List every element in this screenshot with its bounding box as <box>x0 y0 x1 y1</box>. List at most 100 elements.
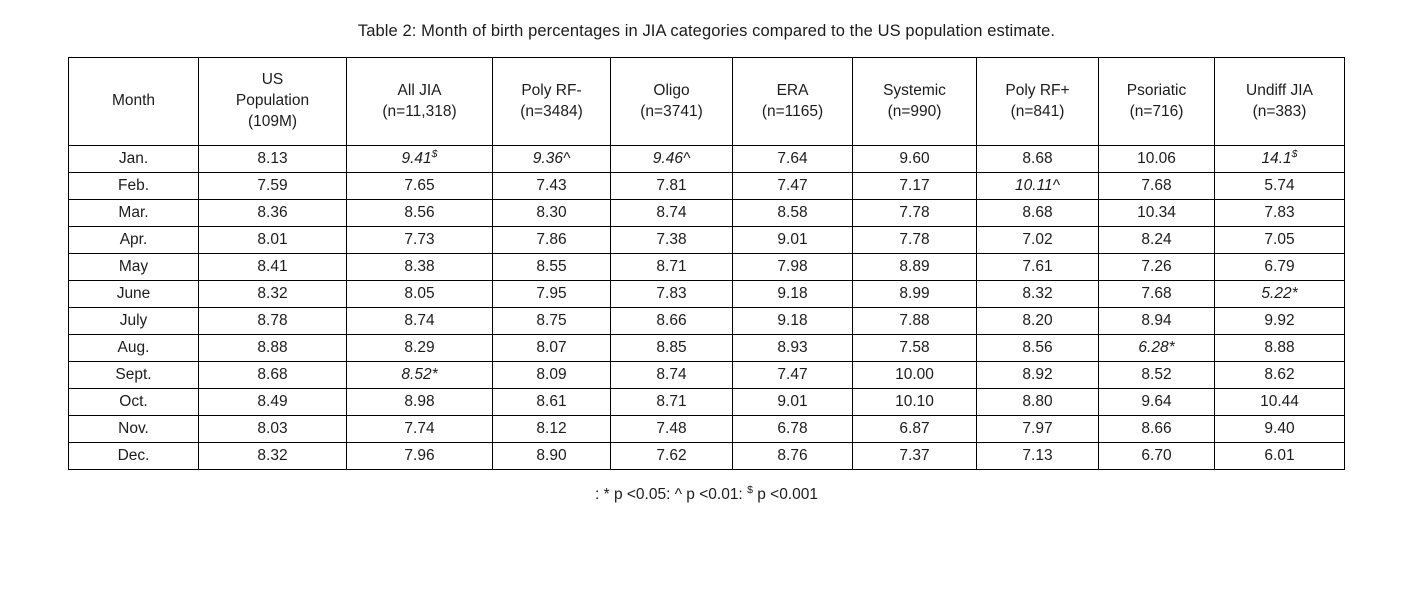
table-row: Jan. 8.13 9.41$ 9.36^ 9.46^ 7.64 9.60 8.68 10.06… <box>68 145 1345 173</box>
value-cell: 8.32 <box>976 280 1099 308</box>
month-cell: Feb. <box>68 172 199 200</box>
value-cell: 7.65 <box>346 172 493 200</box>
value-cell: 7.43 <box>492 172 611 200</box>
value-cell: 8.80 <box>976 388 1099 416</box>
value-cell: 8.93 <box>732 334 853 362</box>
value-cell: 8.03 <box>198 415 347 443</box>
significance-marker: $ <box>431 147 438 160</box>
month-cell: July <box>68 307 199 335</box>
value-cell: 7.61 <box>976 253 1099 281</box>
table-row: Mar. 8.36 8.56 8.30 8.74 8.58 7.78 8.68 10.34 7.8… <box>68 199 1345 227</box>
value-cell: 8.58 <box>732 199 853 227</box>
value-cell: 7.62 <box>610 442 733 470</box>
value-cell: 8.52 <box>1098 361 1215 389</box>
value-cell: 8.92 <box>976 361 1099 389</box>
value-cell: 10.10 <box>852 388 977 416</box>
month-cell: Aug. <box>68 334 199 362</box>
value-cell: 7.83 <box>610 280 733 308</box>
value-cell: 7.73 <box>346 226 493 254</box>
value-cell: 8.74 <box>346 307 493 335</box>
table-row: Feb. 7.59 7.65 7.43 7.81 7.47 7.17 10.11^ 7.68 5.… <box>68 172 1345 200</box>
value-cell: 7.38 <box>610 226 733 254</box>
value-cell: 7.83 <box>1214 199 1345 227</box>
value-cell: 7.26 <box>1098 253 1215 281</box>
value-cell: 7.88 <box>852 307 977 335</box>
significance-footnote: : * p <0.05: ^ p <0.01: $ p <0.001 <box>24 483 1389 504</box>
value-cell: 7.78 <box>852 226 977 254</box>
value-cell: 6.78 <box>732 415 853 443</box>
value-cell: 6.79 <box>1214 253 1345 281</box>
value-cell: 8.09 <box>492 361 611 389</box>
column-header-psoriatic: Psoriatic (n=716) <box>1098 57 1215 146</box>
value-cell: 8.56 <box>346 199 493 227</box>
value-cell: 9.41$ <box>346 145 493 173</box>
value-cell: 10.06 <box>1098 145 1215 173</box>
value-cell: 8.41 <box>198 253 347 281</box>
value-cell: 8.85 <box>610 334 733 362</box>
value-cell: 9.40 <box>1214 415 1345 443</box>
value-cell: 8.24 <box>1098 226 1215 254</box>
month-cell: Dec. <box>68 442 199 470</box>
value-cell: 7.58 <box>852 334 977 362</box>
month-cell: Oct. <box>68 388 199 416</box>
table-row: Aug. 8.88 8.29 8.07 8.85 8.93 7.58 8.56 6.28* 8.8… <box>68 334 1345 362</box>
column-header-us-population: US Population (109M) <box>198 57 347 146</box>
column-header-era: ERA (n=1165) <box>732 57 853 146</box>
column-header-all-jia: All JIA (n=11,318) <box>346 57 493 146</box>
value-cell: 8.12 <box>492 415 611 443</box>
value-cell: 8.71 <box>610 253 733 281</box>
value-cell: 8.90 <box>492 442 611 470</box>
month-cell: Mar. <box>68 199 199 227</box>
value-cell: 8.89 <box>852 253 977 281</box>
value-cell: 7.47 <box>732 361 853 389</box>
footnote-text-lead: : * p <0.05: ^ p <0.01: <box>595 486 748 503</box>
value-cell: 8.75 <box>492 307 611 335</box>
column-header-oligo: Oligo (n=3741) <box>610 57 733 146</box>
value-cell: 9.01 <box>732 388 853 416</box>
value-cell: 8.74 <box>610 361 733 389</box>
table-row: Sept. 8.68 8.52* 8.09 8.74 7.47 10.00 8.92 8.52 8… <box>68 361 1345 389</box>
column-header-poly-rf-neg: Poly RF- (n=3484) <box>492 57 611 146</box>
value-cell: 7.81 <box>610 172 733 200</box>
footnote-dollar-marker: $ <box>747 483 753 496</box>
table-row: May 8.41 8.38 8.55 8.71 7.98 8.89 7.61 7.26 6.79 <box>68 253 1345 281</box>
value-cell: 8.61 <box>492 388 611 416</box>
value-cell: 8.68 <box>976 145 1099 173</box>
value-cell: 8.29 <box>346 334 493 362</box>
value-cell: 7.37 <box>852 442 977 470</box>
value-cell: 10.00 <box>852 361 977 389</box>
value-cell: 8.32 <box>198 280 347 308</box>
month-cell: Nov. <box>68 415 199 443</box>
table-row: Oct. 8.49 8.98 8.61 8.71 9.01 10.10 8.80 9.64 10.… <box>68 388 1345 416</box>
value-cell: 8.01 <box>198 226 347 254</box>
value-cell: 7.48 <box>610 415 733 443</box>
header-row: Month US Population (109M) All JIA (n=11,318)… <box>68 57 1345 146</box>
value-cell: 9.01 <box>732 226 853 254</box>
value-cell: 8.68 <box>198 361 347 389</box>
value-cell: 8.30 <box>492 199 611 227</box>
value-cell: 7.78 <box>852 199 977 227</box>
value-cell: 7.98 <box>732 253 853 281</box>
significance-marker: $ <box>1291 147 1298 160</box>
value-cell: 7.97 <box>976 415 1099 443</box>
value-cell: 8.55 <box>492 253 611 281</box>
value-cell: 6.87 <box>852 415 977 443</box>
table-row: July 8.78 8.74 8.75 8.66 9.18 7.88 8.20 8.94 9.92 <box>68 307 1345 335</box>
value-cell: 8.68 <box>976 199 1099 227</box>
value-cell: 8.07 <box>492 334 611 362</box>
column-header-month: Month <box>68 57 199 146</box>
value-cell: 9.18 <box>732 280 853 308</box>
table-row: Nov. 8.03 7.74 8.12 7.48 6.78 6.87 7.97 8.66 9.40 <box>68 415 1345 443</box>
value-cell: 8.98 <box>346 388 493 416</box>
value-cell: 8.78 <box>198 307 347 335</box>
table-header: Month US Population (109M) All JIA (n=11,318)… <box>68 57 1345 146</box>
value-cell: 8.66 <box>1098 415 1215 443</box>
value-cell: 8.76 <box>732 442 853 470</box>
value-cell: 8.13 <box>198 145 347 173</box>
value-cell: 8.36 <box>198 199 347 227</box>
value-cell: 7.17 <box>852 172 977 200</box>
value-cell: 9.60 <box>852 145 977 173</box>
value-cell: 8.66 <box>610 307 733 335</box>
value-cell: 7.96 <box>346 442 493 470</box>
value-cell: 5.22* <box>1214 280 1345 308</box>
